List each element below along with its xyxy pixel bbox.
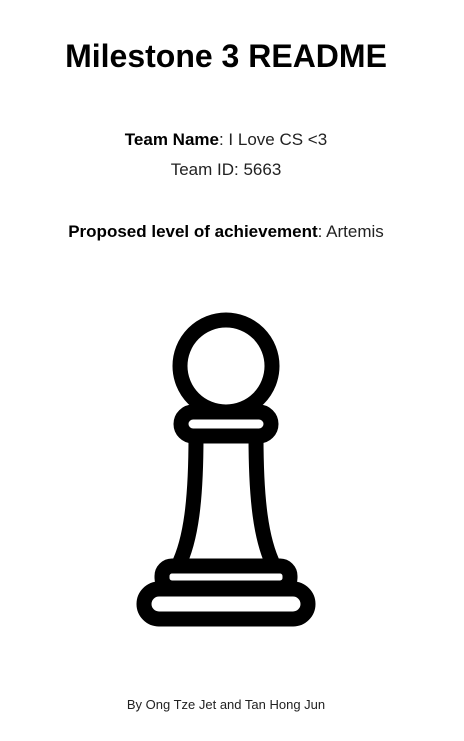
pawn-body	[170, 428, 282, 574]
team-name-label: Team Name	[124, 130, 219, 149]
achievement-value: : Artemis	[317, 222, 384, 241]
pawn-lower-base	[136, 581, 316, 627]
team-id: Team ID: 5663	[170, 160, 282, 179]
achievement-label: Proposed level of achievement	[68, 222, 318, 241]
page-title: Milestone 3 README	[65, 38, 387, 74]
pawn-head	[172, 312, 280, 420]
chess-pawn-icon	[136, 312, 316, 627]
achievement-line: Proposed level of achievement: Artemis	[0, 222, 452, 242]
credit-line: By Ong Tze Jet and Tan Hong Jun	[126, 697, 326, 712]
team-name-value: : I Love CS <3	[218, 130, 328, 149]
pawn-collar	[173, 404, 279, 444]
team-name-line: Team Name: I Love CS <3	[0, 130, 452, 150]
